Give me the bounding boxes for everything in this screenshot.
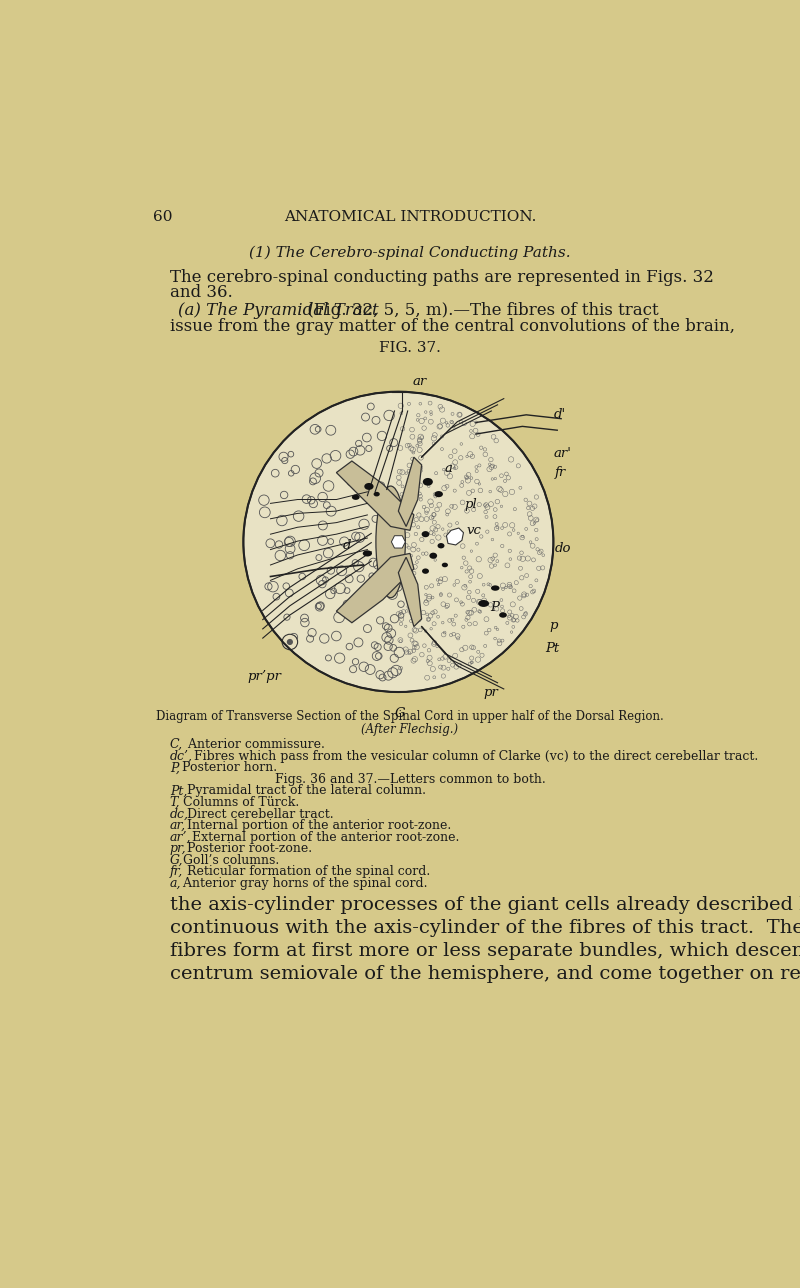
Text: Diagram of Transverse Section of the Spinal Cord in upper half of the Dorsal Reg: Diagram of Transverse Section of the Spi… [156,710,664,723]
Polygon shape [398,558,422,626]
Circle shape [282,634,298,649]
Text: issue from the gray matter of the central convolutions of the brain,: issue from the gray matter of the centra… [170,318,734,335]
Ellipse shape [422,531,430,537]
Text: Pt,: Pt, [170,784,187,797]
Polygon shape [391,536,406,547]
Polygon shape [398,457,422,527]
Polygon shape [336,461,414,531]
Ellipse shape [374,492,380,496]
Text: continuous with the axis-cylinder of the fibres of this tract.  These: continuous with the axis-cylinder of the… [170,920,800,938]
Text: Pyramidal tract of the lateral column.: Pyramidal tract of the lateral column. [183,784,426,797]
Text: pr’pr: pr’pr [247,670,282,683]
Text: External portion of the anterior root-zone.: External portion of the anterior root-zo… [188,831,459,844]
Ellipse shape [434,491,443,497]
Circle shape [286,639,293,645]
Text: d': d' [554,408,566,421]
Text: Columns of Türck.: Columns of Türck. [178,796,299,809]
Text: (1) The Cerebro-spinal Conducting Paths.: (1) The Cerebro-spinal Conducting Paths. [249,246,571,260]
Text: Reticular formation of the spinal cord.: Reticular formation of the spinal cord. [183,866,430,878]
Text: G: G [394,707,406,720]
Text: G,: G, [170,854,183,867]
Text: Internal portion of the anterior root-zone.: Internal portion of the anterior root-zo… [183,819,451,832]
Text: p: p [550,618,558,631]
Text: T,: T, [170,796,180,809]
Text: ar’,: ar’, [170,831,191,844]
Ellipse shape [491,585,499,591]
Text: 60: 60 [153,210,172,224]
Text: Fibres which pass from the vesicular column of Clarke (vc) to the direct cerebel: Fibres which pass from the vesicular col… [190,750,758,762]
Ellipse shape [364,483,374,489]
Text: centrum semiovale of the hemisphere, and come together on reaching: centrum semiovale of the hemisphere, and… [170,966,800,983]
Polygon shape [446,528,463,545]
Text: d: d [342,540,351,553]
Text: pl: pl [464,498,477,511]
Ellipse shape [362,550,372,556]
Ellipse shape [376,486,406,598]
Text: Figs. 36 and 37.—Letters common to both.: Figs. 36 and 37.—Letters common to both. [274,773,546,786]
Text: (Fig. 32, 5, 5, m).—The fibres of this tract: (Fig. 32, 5, 5, m).—The fibres of this t… [302,303,659,319]
Ellipse shape [422,478,433,486]
Ellipse shape [499,612,507,618]
Text: Anterior gray horns of the spinal cord.: Anterior gray horns of the spinal cord. [178,877,427,890]
Text: dc’,: dc’, [170,750,193,762]
Text: P,: P, [170,761,180,774]
Text: vc: vc [466,524,482,537]
Text: pr: pr [484,685,498,698]
Text: fr,: fr, [170,866,183,878]
Text: the axis-cylinder processes of the giant cells already described being: the axis-cylinder processes of the giant… [170,896,800,914]
Text: pr,: pr, [170,842,186,855]
Text: Anterior commissure.: Anterior commissure. [184,738,325,751]
Text: The cerebro-spinal conducting paths are represented in Figs. 32: The cerebro-spinal conducting paths are … [170,268,714,286]
Ellipse shape [438,544,445,549]
Ellipse shape [243,392,554,692]
Text: Posterior horn.: Posterior horn. [178,761,277,774]
Text: Goll’s columns.: Goll’s columns. [178,854,279,867]
Ellipse shape [442,563,448,567]
Text: (After Flechsig.): (After Flechsig.) [362,723,458,735]
Text: P: P [490,600,498,614]
Text: dc,: dc, [170,808,189,820]
Text: ar': ar' [554,447,571,460]
Text: do: do [555,541,571,555]
Text: Posterior root-zone.: Posterior root-zone. [183,842,312,855]
Text: a: a [445,462,453,475]
Text: C,: C, [170,738,183,751]
Text: FIG. 37.: FIG. 37. [379,341,441,355]
Ellipse shape [478,600,489,607]
Ellipse shape [352,495,360,500]
Text: ar: ar [412,375,426,388]
Text: Pt: Pt [546,641,560,654]
Text: (a) The Pyramidal Tract: (a) The Pyramidal Tract [178,303,378,319]
Ellipse shape [422,568,429,574]
Polygon shape [336,554,414,622]
Text: Direct cerebellar tract.: Direct cerebellar tract. [183,808,334,820]
Text: fr: fr [555,466,566,479]
Text: fibres form at first more or less separate bundles, which descend in the: fibres form at first more or less separa… [170,943,800,961]
Text: and 36.: and 36. [170,283,233,301]
Text: a,: a, [170,877,182,890]
Text: ar,: ar, [170,819,186,832]
Ellipse shape [430,553,437,559]
Text: ANATOMICAL INTRODUCTION.: ANATOMICAL INTRODUCTION. [284,210,536,224]
